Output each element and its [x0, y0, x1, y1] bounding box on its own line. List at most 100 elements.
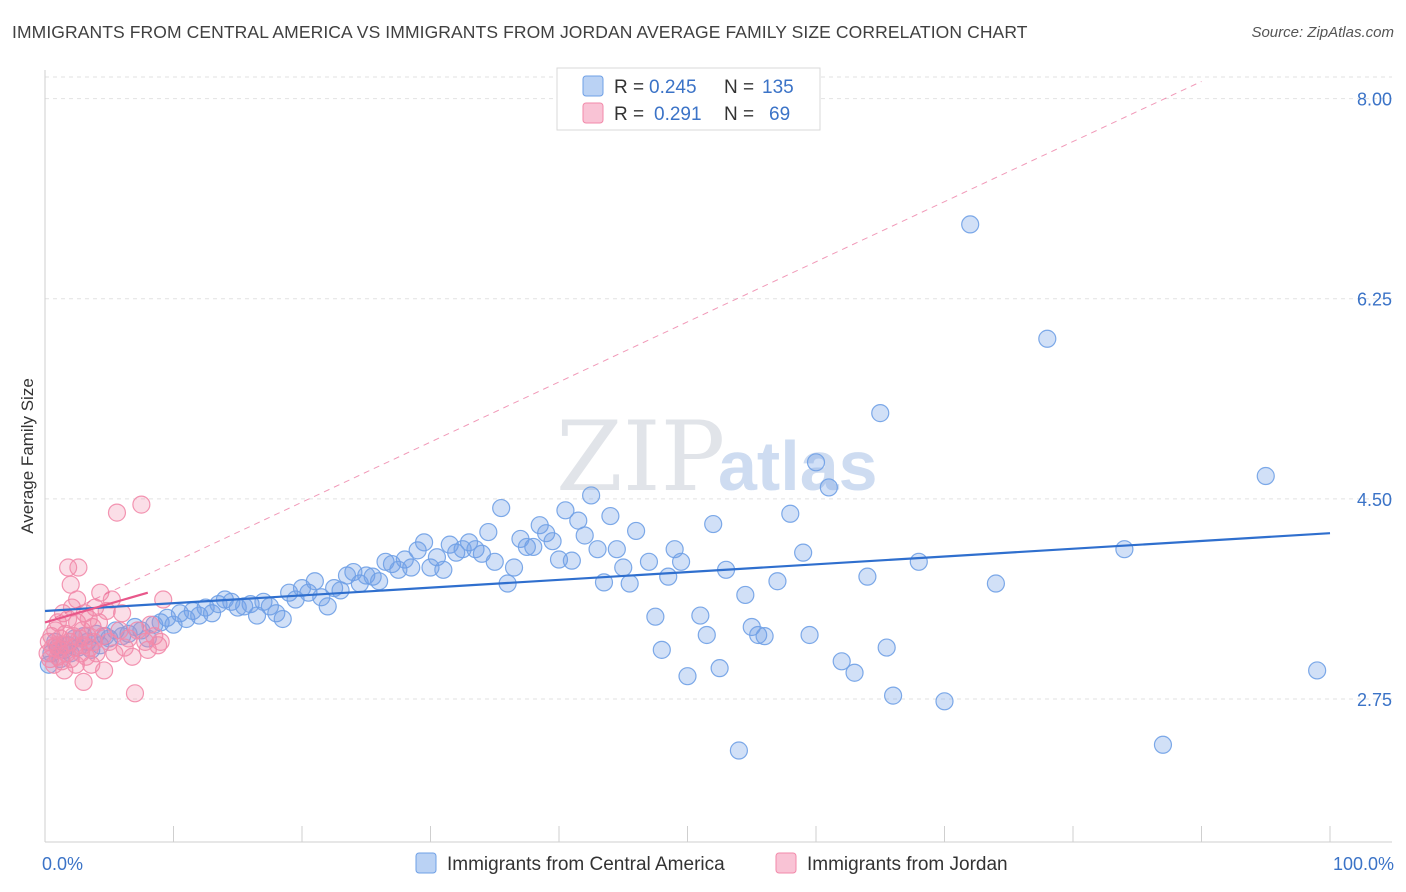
trend-line-jordan-extended	[44, 80, 1202, 623]
data-point-jordan	[125, 684, 145, 703]
legend-swatch-jordan	[775, 852, 797, 874]
legend-top: R = 0.245 N = 135 R = 0.291 N = 69	[556, 67, 821, 131]
data-point-jordan	[74, 672, 93, 691]
data-point-central-america	[517, 537, 536, 557]
data-point-central-america	[273, 609, 292, 629]
data-point-central-america	[318, 597, 337, 616]
data-point-central-america	[935, 692, 954, 711]
legend-r-value: 0.291	[654, 104, 702, 125]
data-points	[38, 215, 1327, 760]
data-point-central-america	[832, 652, 851, 671]
data-point-central-america	[202, 604, 222, 623]
data-point-central-america	[504, 558, 524, 577]
legend-label-central-america: Immigrants from Central America	[447, 854, 725, 875]
legend-n-value: 135	[762, 77, 794, 98]
data-point-central-america	[819, 478, 838, 497]
legend-swatch-central-america	[415, 852, 437, 874]
y-axis-label: Average Family Size	[18, 378, 37, 534]
data-point-central-america	[909, 552, 928, 571]
legend-bottom: Immigrants from Central America Immigran…	[415, 852, 1008, 875]
data-point-central-america	[556, 501, 575, 520]
watermark-atlas: atlas	[718, 427, 878, 505]
data-point-central-america	[736, 585, 755, 605]
data-point-central-america	[1038, 329, 1057, 348]
data-point-central-america	[781, 504, 800, 523]
data-point-central-america	[691, 606, 710, 625]
data-point-central-america	[1308, 661, 1327, 680]
data-point-central-america	[800, 625, 819, 645]
data-point-central-america	[671, 552, 691, 571]
y-tick-label: 6.25	[1357, 290, 1392, 310]
legend-r-label: R =	[614, 77, 644, 98]
data-point-central-america	[305, 572, 324, 591]
watermark-zip: ZIP	[556, 401, 725, 513]
data-point-central-america	[749, 625, 768, 645]
data-point-central-america	[768, 572, 787, 591]
legend-r-value: 0.245	[649, 77, 697, 98]
data-point-central-america	[652, 640, 671, 659]
data-point-jordan	[132, 495, 151, 514]
data-point-central-america	[434, 560, 453, 579]
data-point-central-america	[588, 540, 607, 559]
data-point-jordan	[87, 644, 106, 663]
data-point-jordan	[115, 638, 134, 657]
legend-n-label: N =	[724, 77, 754, 98]
data-point-central-america	[646, 607, 665, 626]
data-point-central-america	[704, 514, 723, 534]
y-tick-label: 8.00	[1357, 90, 1392, 110]
data-point-jordan	[141, 615, 160, 634]
data-point-jordan	[148, 636, 168, 655]
data-point-central-america	[414, 533, 434, 552]
data-point-central-america	[453, 540, 472, 559]
data-point-central-america	[479, 522, 498, 542]
legend-r-label: R =	[614, 104, 644, 125]
data-point-central-america	[794, 543, 813, 562]
legend-swatch-central-america	[582, 75, 604, 97]
data-point-central-america	[883, 686, 903, 705]
data-point-jordan	[69, 558, 88, 577]
data-point-central-america	[729, 741, 749, 760]
x-tick-label-min: 0.0%	[42, 854, 83, 874]
chart-title: IMMIGRANTS FROM CENTRAL AMERICA VS IMMIG…	[12, 22, 1028, 42]
data-point-central-america	[582, 486, 601, 505]
y-tick-label: 4.50	[1357, 490, 1392, 510]
data-point-central-america	[1256, 466, 1275, 486]
data-point-jordan	[154, 590, 173, 609]
data-point-central-america	[562, 551, 581, 570]
data-point-central-america	[986, 574, 1006, 593]
data-point-central-america	[485, 552, 504, 571]
data-point-central-america	[858, 567, 877, 586]
data-point-central-america	[845, 663, 864, 682]
data-point-central-america	[459, 533, 479, 552]
data-point-central-america	[543, 532, 562, 551]
data-point-central-america	[678, 667, 697, 686]
legend-n-label: N =	[724, 104, 754, 125]
axes	[44, 70, 1392, 843]
data-point-jordan	[151, 632, 170, 651]
data-point-central-america	[549, 550, 569, 569]
data-point-central-america	[601, 506, 620, 526]
data-point-central-america	[620, 574, 639, 593]
data-point-jordan	[61, 649, 80, 669]
data-point-central-america	[370, 572, 389, 591]
data-point-central-america	[806, 453, 826, 472]
data-point-central-america	[524, 537, 543, 557]
data-point-jordan	[107, 503, 127, 522]
data-point-central-america	[575, 526, 594, 545]
data-point-central-america	[871, 404, 890, 423]
data-point-central-america	[402, 558, 421, 577]
data-point-central-america	[961, 215, 980, 234]
x-tick-label-max: 100.0%	[1333, 854, 1394, 874]
legend-n-value: 69	[769, 104, 790, 125]
tick-labels: 2.75 4.50 6.25 8.00 0.0% 100.0%	[42, 90, 1394, 874]
trend-line-central-america	[44, 532, 1331, 613]
data-point-central-america	[659, 567, 678, 586]
data-point-central-america	[697, 625, 716, 645]
data-point-central-america	[492, 498, 511, 518]
data-point-jordan	[105, 644, 124, 663]
data-point-central-america	[614, 558, 633, 577]
data-point-central-america	[755, 627, 774, 646]
data-point-jordan	[84, 632, 103, 651]
legend-label-jordan: Immigrants from Jordan	[807, 854, 1008, 875]
